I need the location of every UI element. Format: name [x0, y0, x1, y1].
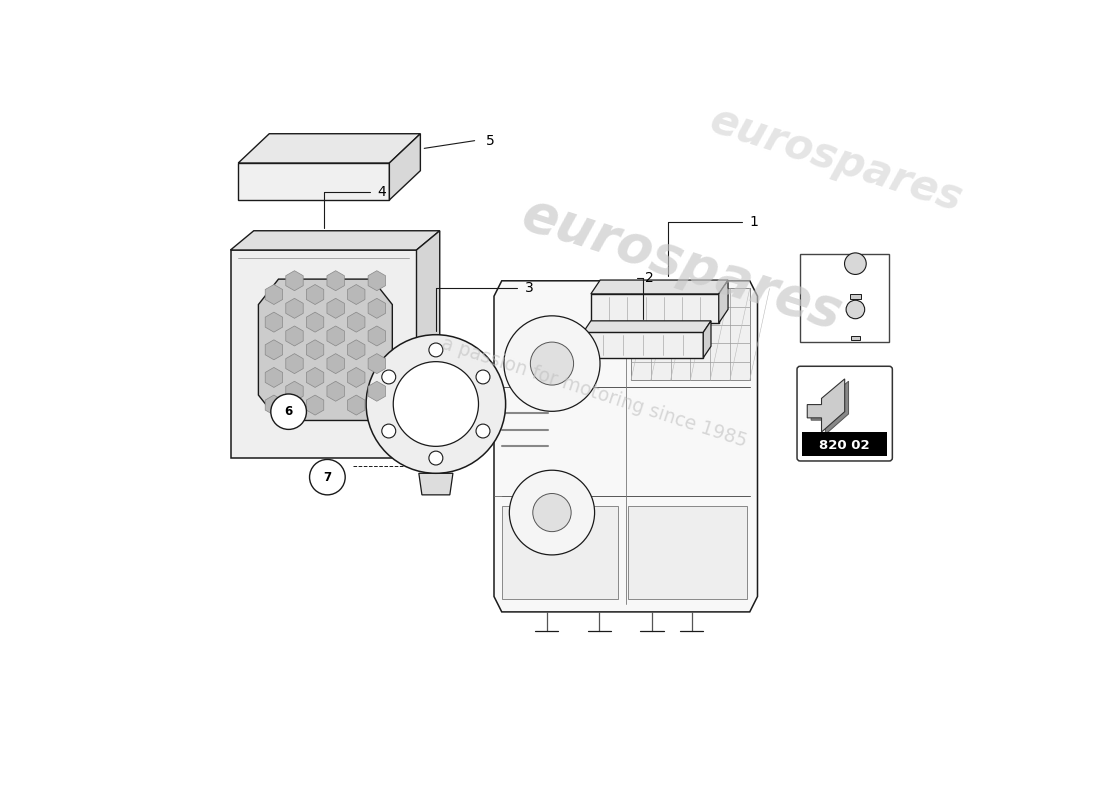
Polygon shape [286, 298, 304, 318]
Text: eurospares: eurospares [704, 99, 968, 221]
Polygon shape [265, 367, 283, 387]
Polygon shape [417, 230, 440, 458]
Polygon shape [231, 250, 417, 458]
Polygon shape [494, 281, 758, 612]
Polygon shape [348, 285, 365, 305]
Circle shape [366, 334, 506, 474]
Polygon shape [368, 326, 385, 346]
Circle shape [532, 494, 571, 532]
Polygon shape [368, 270, 385, 290]
Bar [800, 254, 889, 342]
Circle shape [382, 424, 396, 438]
Circle shape [429, 343, 443, 357]
Circle shape [429, 451, 443, 465]
Polygon shape [502, 506, 618, 598]
Polygon shape [286, 270, 304, 290]
Text: 6: 6 [806, 271, 814, 281]
Polygon shape [419, 474, 453, 495]
Circle shape [271, 394, 307, 430]
Polygon shape [703, 321, 711, 358]
Polygon shape [286, 354, 304, 374]
Polygon shape [286, 382, 304, 402]
Polygon shape [239, 134, 420, 163]
Text: 2: 2 [645, 271, 653, 286]
Polygon shape [307, 340, 323, 360]
Polygon shape [348, 367, 365, 387]
Polygon shape [265, 340, 283, 360]
Polygon shape [348, 312, 365, 332]
Circle shape [476, 370, 490, 384]
Polygon shape [327, 270, 344, 290]
Polygon shape [389, 134, 420, 200]
Polygon shape [327, 354, 344, 374]
Circle shape [846, 300, 865, 318]
Polygon shape [807, 379, 845, 432]
Polygon shape [265, 395, 283, 415]
Text: eurospares: eurospares [516, 188, 848, 340]
Polygon shape [583, 321, 711, 332]
Text: 7: 7 [806, 315, 814, 326]
Circle shape [530, 342, 573, 385]
Polygon shape [307, 367, 323, 387]
Circle shape [476, 424, 490, 438]
Circle shape [382, 370, 396, 384]
Bar [850, 294, 861, 299]
Text: 1: 1 [750, 215, 759, 230]
Polygon shape [327, 298, 344, 318]
Polygon shape [231, 230, 440, 250]
Text: 5: 5 [486, 134, 495, 148]
Polygon shape [628, 506, 747, 598]
Circle shape [509, 470, 595, 555]
Polygon shape [591, 294, 718, 323]
Polygon shape [348, 340, 365, 360]
Polygon shape [327, 326, 344, 346]
Polygon shape [307, 285, 323, 305]
Polygon shape [258, 279, 393, 421]
Bar [802, 432, 887, 455]
Polygon shape [265, 285, 283, 305]
Circle shape [504, 316, 600, 411]
Polygon shape [631, 289, 750, 380]
Text: a passion for motoring since 1985: a passion for motoring since 1985 [439, 334, 749, 450]
Polygon shape [583, 332, 703, 358]
Text: 7: 7 [323, 470, 331, 484]
Text: 4: 4 [377, 186, 386, 199]
FancyBboxPatch shape [798, 366, 892, 461]
Polygon shape [348, 395, 365, 415]
Polygon shape [591, 280, 728, 294]
Polygon shape [368, 354, 385, 374]
Polygon shape [265, 312, 283, 332]
Circle shape [394, 362, 478, 446]
Polygon shape [307, 395, 323, 415]
Polygon shape [718, 280, 728, 323]
Polygon shape [307, 312, 323, 332]
Polygon shape [368, 298, 385, 318]
Text: 3: 3 [525, 282, 533, 295]
Text: 820 02: 820 02 [820, 439, 870, 452]
Polygon shape [286, 326, 304, 346]
Circle shape [845, 253, 866, 274]
Polygon shape [327, 382, 344, 402]
Bar [850, 337, 860, 340]
Circle shape [309, 459, 345, 495]
Polygon shape [368, 382, 385, 402]
Polygon shape [811, 382, 848, 434]
Polygon shape [239, 163, 389, 200]
Text: 6: 6 [285, 405, 293, 418]
